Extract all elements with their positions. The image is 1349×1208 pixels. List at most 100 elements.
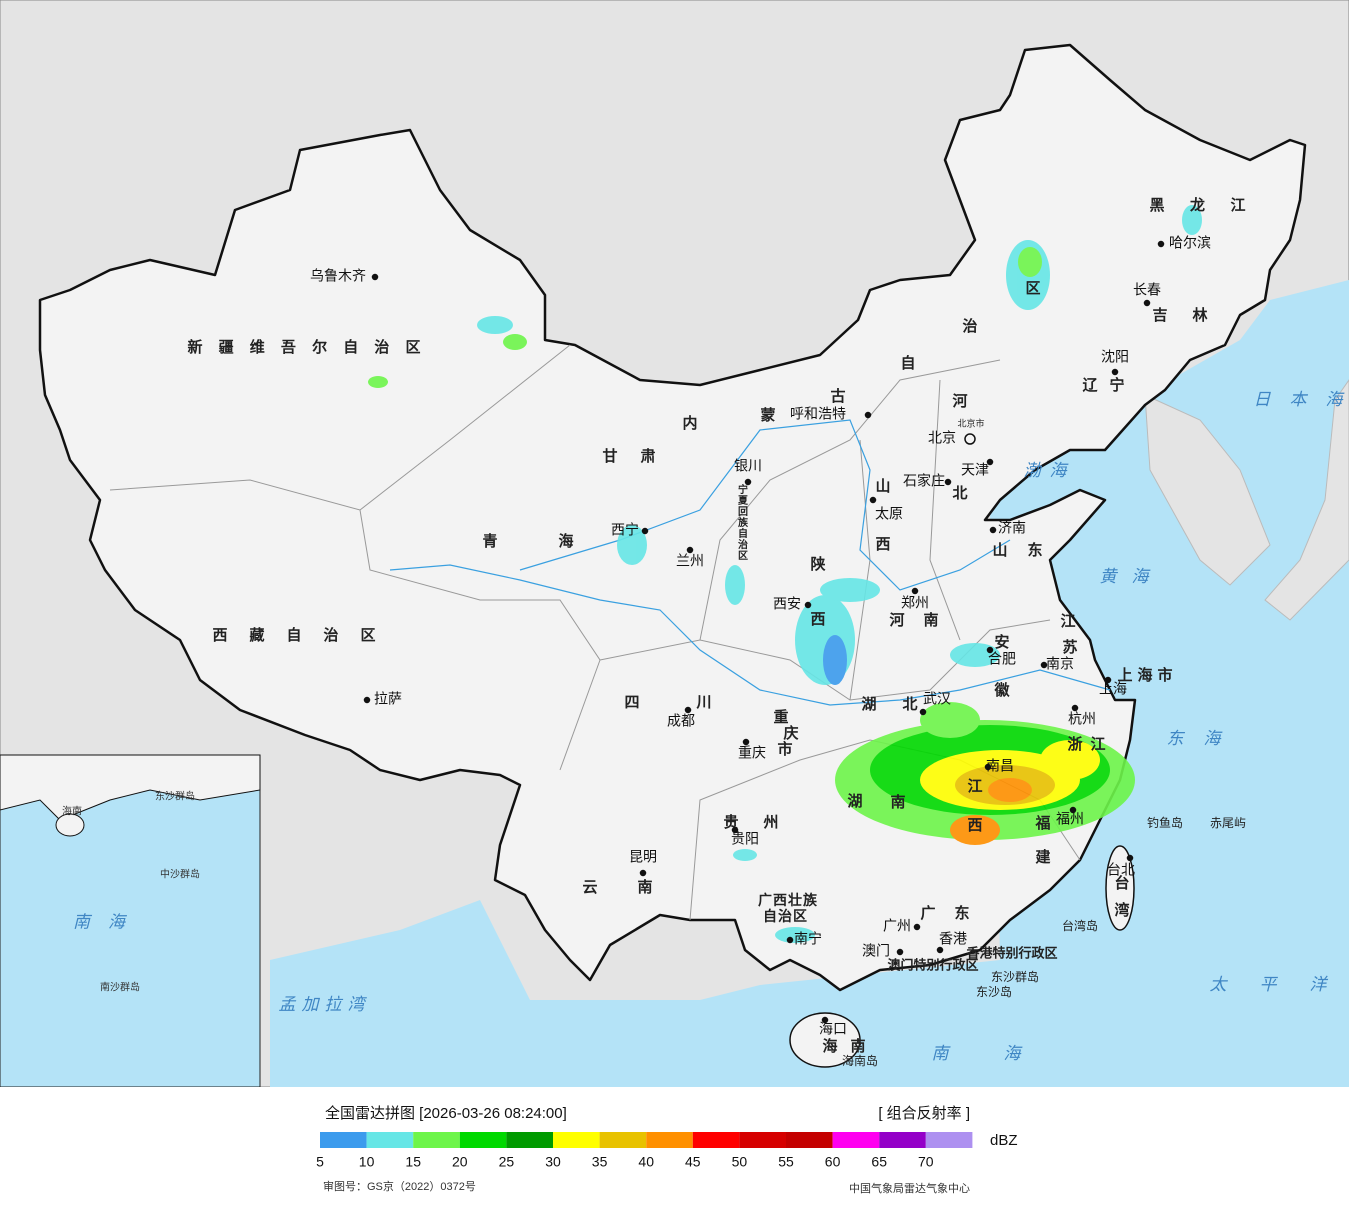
city-label: 南京: [1046, 656, 1074, 672]
province-label: 吉林: [1152, 306, 1208, 324]
legend-swatch: [879, 1132, 926, 1148]
legend-tick-label: 45: [685, 1154, 701, 1170]
source: 中国气象局雷达气象中心: [849, 1181, 970, 1195]
province-label: 甘肃: [602, 447, 655, 465]
province-label: 西藏自治区: [212, 626, 375, 644]
legend-tick-label: 55: [778, 1154, 794, 1170]
city-dot: [1143, 299, 1151, 307]
inset-label: 中沙群岛: [160, 868, 200, 881]
small-label: 钓鱼岛: [1147, 815, 1183, 830]
inset-hainan: [55, 813, 85, 837]
province-label: 上海市: [1117, 666, 1172, 684]
city-dot: [1071, 704, 1079, 712]
city-dot: [919, 708, 927, 716]
city-dot: [686, 546, 694, 554]
legend-tick-label: 70: [918, 1154, 934, 1170]
sea: [270, 280, 1349, 1087]
province-label: 辽宁: [1082, 376, 1124, 394]
small-label: 赤尾屿: [1210, 816, 1246, 830]
legend-tick-label: 5: [316, 1154, 324, 1170]
inset-map: [0, 754, 261, 1088]
small-label: 北京市: [957, 417, 984, 428]
echo: [1018, 247, 1042, 277]
province-label: 江西: [967, 777, 982, 834]
legend-swatch: [925, 1132, 973, 1148]
legend-swatch: [506, 1132, 553, 1148]
province-label: 贵州: [723, 813, 778, 831]
sea-label: 日本海: [1254, 390, 1346, 409]
province-label: 四川: [624, 694, 711, 711]
province-label: 重庆市: [773, 708, 798, 758]
legend-tick-label: 40: [638, 1154, 654, 1170]
province-label: 云南: [582, 878, 652, 896]
small-label: 东沙岛: [976, 984, 1012, 999]
city-label: 贵阳: [731, 831, 759, 847]
city-label: 乌鲁木齐: [310, 268, 366, 284]
province-label: 山东: [992, 541, 1042, 559]
echo: [1182, 205, 1202, 235]
city-dot: [936, 946, 944, 954]
province-label: 海南: [822, 1037, 865, 1055]
legend-tick-label: 35: [592, 1154, 608, 1170]
city-dot: [869, 496, 877, 504]
province-label: 新疆维吾尔自治区: [187, 338, 420, 356]
echo: [920, 702, 980, 738]
city-label: 杭州: [1068, 711, 1096, 727]
city-label: 海口: [819, 1021, 847, 1037]
inset-label: 海南: [62, 805, 82, 818]
small-label: 东沙群岛: [991, 969, 1039, 984]
river: [519, 419, 1011, 591]
city-dot: [1126, 854, 1134, 862]
province-label: 山西: [875, 478, 890, 553]
inset-land: [0, 754, 261, 821]
city-label: 拉萨: [374, 691, 402, 707]
echo: [823, 635, 847, 685]
city-label: 重庆: [738, 745, 766, 761]
japan: [1264, 379, 1349, 621]
sea-label: 孟加拉湾: [279, 995, 368, 1014]
legend-swatch: [832, 1132, 880, 1148]
echo: [820, 578, 880, 602]
small-label: 台湾岛: [1062, 918, 1098, 933]
city-dot: [1157, 240, 1165, 248]
city-dot: [989, 526, 997, 534]
city-dot: [363, 696, 371, 704]
city-dot: [1104, 676, 1112, 684]
legend-swatch: [320, 1132, 367, 1148]
footer-title: 全国雷达拼图 [2026-03-26 08:24:00]: [325, 1104, 567, 1122]
city-dot: [804, 601, 812, 609]
radar-echoes: [368, 205, 1202, 943]
city-dot: [1111, 368, 1119, 376]
city-label: 天津: [961, 462, 989, 478]
city-label: 太原: [875, 506, 903, 522]
city-label: 成都: [667, 713, 695, 729]
province-label: 河北: [952, 392, 967, 502]
province-label: 广东: [920, 904, 969, 922]
city-dot: [641, 527, 649, 535]
small-label: 香港特别行政区: [965, 945, 1057, 960]
city-label: 上海: [1099, 681, 1127, 697]
province-label: 宁夏回族自治区: [737, 483, 749, 562]
sea-label: 太平洋: [1210, 975, 1329, 994]
province-label: 陕西: [810, 555, 825, 628]
sea-label: 南海: [932, 1044, 1024, 1063]
product-name: [ 组合反射率 ]: [878, 1105, 970, 1122]
city-label: 沈阳: [1101, 349, 1129, 365]
legend-unit: dBZ: [990, 1132, 1018, 1149]
echo: [988, 778, 1032, 802]
city-dot: [786, 936, 794, 944]
legend-swatch: [553, 1132, 600, 1148]
province-label: 湖南: [847, 793, 905, 811]
city-dot: [913, 923, 921, 931]
city-label: 石家庄: [903, 473, 945, 489]
province-label: 河南: [889, 611, 938, 629]
sea-label: 黄海: [1100, 567, 1152, 586]
city-dot: [1069, 806, 1077, 814]
city-dot: [911, 587, 919, 595]
province-label: 黑龙江: [1149, 196, 1245, 214]
approval-number: 审图号：GS京（2022）0372号: [323, 1179, 476, 1193]
city-dot: [984, 763, 992, 771]
legend-swatch: [646, 1132, 693, 1148]
city-label: 长春: [1133, 282, 1161, 298]
